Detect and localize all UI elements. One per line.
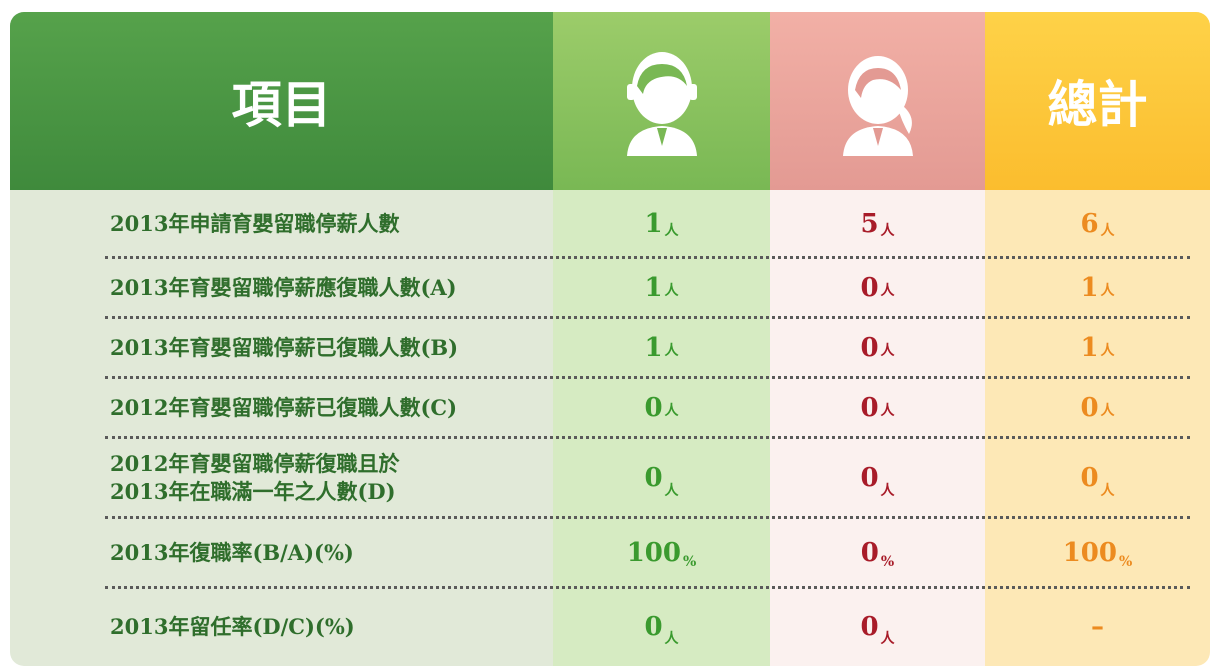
row-separator bbox=[105, 256, 1190, 259]
row-separator bbox=[105, 586, 1190, 589]
table-row: 2013年留任率(D/C)(%) 0 人 0 人 – bbox=[10, 588, 1210, 666]
table-row: 2013年育嬰留職停薪已復職人數(B) 1 人 0 人 1 人 bbox=[10, 318, 1210, 378]
header-cell bbox=[553, 12, 770, 190]
unit: % bbox=[880, 554, 895, 570]
unit: 人 bbox=[880, 343, 895, 359]
table-row: 2013年育嬰留職停薪應復職人數(A) 1 人 0 人 1 人 bbox=[10, 258, 1210, 318]
value: 0 bbox=[860, 393, 879, 423]
unit: 人 bbox=[1100, 483, 1115, 499]
row-label: 2013年育嬰留職停薪已復職人數(B) bbox=[110, 335, 459, 360]
value: 5 bbox=[860, 209, 879, 239]
header-cell: 總計 bbox=[985, 12, 1210, 190]
row-label: 2013年申請育嬰留職停薪人數 bbox=[110, 211, 400, 236]
value: 1 bbox=[644, 273, 663, 303]
table-row: 2013年申請育嬰留職停薪人數 1 人 5 人 6 人 bbox=[10, 190, 1210, 258]
value: 0 bbox=[644, 463, 663, 493]
row-label: 2012年育嬰留職停薪復職且於 2013年在職滿一年之人數(D) bbox=[110, 451, 400, 504]
unit: 人 bbox=[880, 403, 895, 419]
unit: 人 bbox=[1100, 403, 1115, 419]
row-label: 2013年留任率(D/C)(%) bbox=[110, 614, 355, 639]
unit: 人 bbox=[664, 403, 679, 419]
table-row: 2012年育嬰留職停薪復職且於 2013年在職滿一年之人數(D) 0 人 0 人 0 人 bbox=[10, 438, 1210, 518]
row-separator bbox=[105, 376, 1190, 379]
header-title: 項目 bbox=[231, 75, 332, 134]
total-value: 100% bbox=[985, 518, 1210, 588]
female-value: 0% bbox=[770, 518, 985, 588]
header-cell: 項目 bbox=[10, 12, 553, 190]
table: 項目 總計 2013年申請育嬰留職停薪人數 1 人 5 人 6 人 2013年育嬰留職停薪應復… bbox=[10, 12, 1210, 666]
unit: % bbox=[682, 554, 697, 570]
female-icon bbox=[842, 56, 913, 156]
value: 1 bbox=[1080, 333, 1099, 363]
value: 100 bbox=[626, 538, 681, 568]
unit: 人 bbox=[880, 283, 895, 299]
unit: 人 bbox=[1100, 223, 1115, 239]
value: 0 bbox=[1080, 393, 1099, 423]
unit: 人 bbox=[664, 223, 679, 239]
unit: 人 bbox=[880, 631, 895, 647]
header-title: 總計 bbox=[1047, 75, 1148, 134]
unit: 人 bbox=[664, 343, 679, 359]
unit: 人 bbox=[1100, 283, 1115, 299]
table-row: 2012年育嬰留職停薪已復職人數(C) 0 人 0 人 0 人 bbox=[10, 378, 1210, 438]
value: 6 bbox=[1080, 209, 1099, 239]
unit: % bbox=[1118, 554, 1133, 570]
row-label: 2013年育嬰留職停薪應復職人數(A) bbox=[110, 275, 457, 300]
row-separator bbox=[105, 316, 1190, 319]
header-cell bbox=[770, 12, 985, 190]
unit: 人 bbox=[1100, 343, 1115, 359]
value: 1 bbox=[644, 209, 663, 239]
table-row: 2013年復職率(B/A)(%) 100% 0% 100% bbox=[10, 518, 1210, 588]
value: 100 bbox=[1062, 538, 1117, 568]
value: 0 bbox=[860, 612, 879, 642]
row-separator bbox=[105, 516, 1190, 519]
unit: 人 bbox=[664, 631, 679, 647]
value: – bbox=[1091, 612, 1104, 642]
value: 0 bbox=[860, 333, 879, 363]
male-icon bbox=[626, 52, 697, 156]
male-value: 100% bbox=[553, 518, 770, 588]
value: 0 bbox=[860, 463, 879, 493]
unit: 人 bbox=[664, 483, 679, 499]
value: 1 bbox=[1080, 273, 1099, 303]
total-value: – bbox=[985, 588, 1210, 666]
value: 0 bbox=[644, 612, 663, 642]
unit: 人 bbox=[880, 223, 895, 239]
value: 0 bbox=[1080, 463, 1099, 493]
unit: 人 bbox=[664, 283, 679, 299]
value: 1 bbox=[644, 333, 663, 363]
row-label: 2013年復職率(B/A)(%) bbox=[110, 540, 354, 565]
unit: 人 bbox=[880, 483, 895, 499]
value: 0 bbox=[860, 538, 879, 568]
value: 0 bbox=[644, 393, 663, 423]
value: 0 bbox=[860, 273, 879, 303]
row-label: 2012年育嬰留職停薪已復職人數(C) bbox=[110, 395, 458, 420]
row-separator bbox=[105, 436, 1190, 439]
